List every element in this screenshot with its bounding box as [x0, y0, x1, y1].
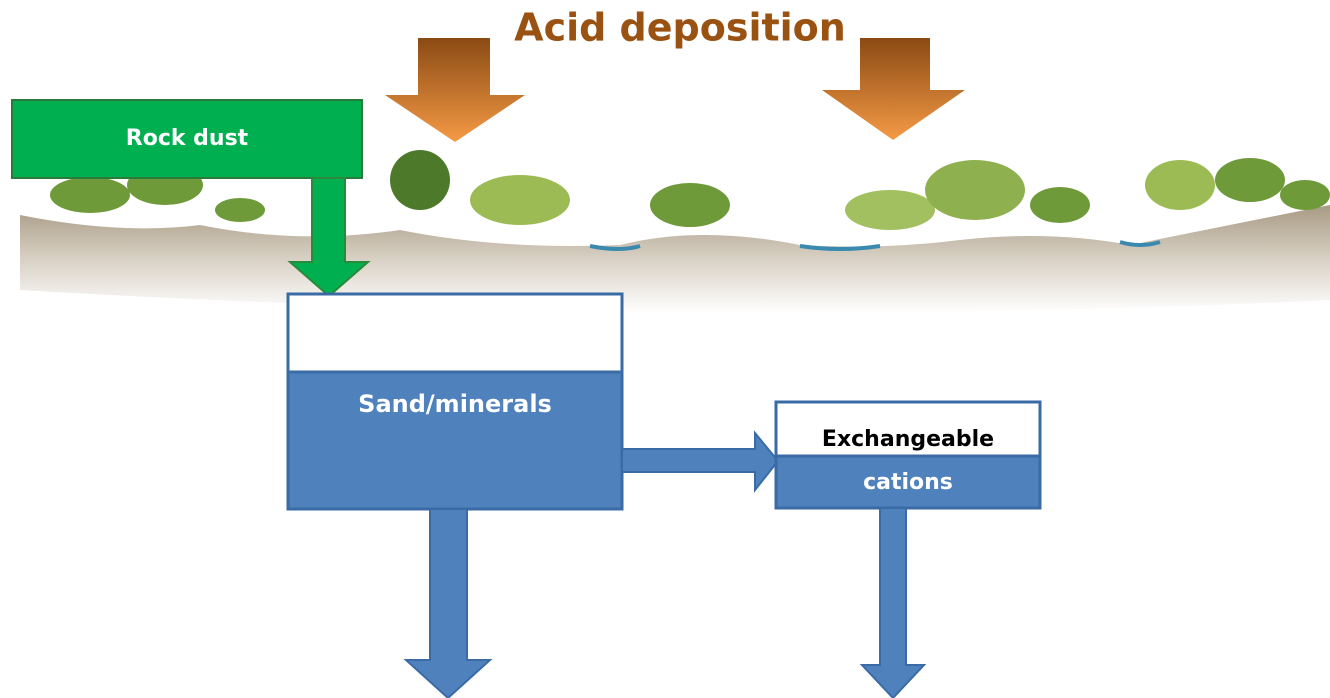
sand-top [288, 294, 622, 372]
acid-arrow [822, 38, 965, 140]
title: Acid deposition [514, 6, 846, 50]
leach-arrow [406, 509, 490, 698]
node-label: Exchangeable [822, 427, 994, 452]
node-label: Sand/minerals [358, 390, 552, 418]
diagram: Acid deposition Rock dust Sand/minerals … [0, 0, 1330, 698]
node-label: Rock dust [126, 126, 249, 151]
flow-arrow [622, 433, 778, 490]
leach-arrow [862, 508, 924, 698]
diagram-canvas: Acid deposition Rock dust Sand/minerals … [0, 0, 1330, 698]
acid-arrow [385, 38, 525, 142]
node-label: cations [863, 470, 953, 495]
